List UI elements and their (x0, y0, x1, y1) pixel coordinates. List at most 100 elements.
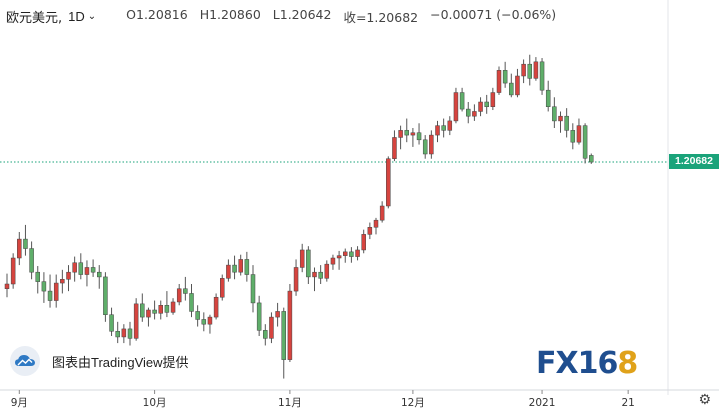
high-value: H1.20860 (199, 6, 261, 22)
current-price-label: 1.20682 (669, 154, 719, 170)
candle-body (35, 271, 40, 282)
candle-body (10, 257, 16, 285)
x-tick-label: 9月 (11, 397, 28, 409)
candle-body (293, 267, 299, 292)
candle-body (404, 130, 409, 136)
candle-body (435, 125, 440, 136)
candle-body (109, 314, 114, 332)
candle-body (459, 92, 465, 110)
candle-body (527, 63, 532, 79)
candle-body (589, 155, 594, 163)
candle-body (158, 305, 163, 314)
candle-body (299, 249, 305, 268)
candle-body (509, 82, 514, 96)
candle-body (263, 330, 268, 339)
candle-body (72, 262, 77, 273)
candle-body (361, 234, 366, 251)
candle-body (515, 75, 520, 96)
candle-body (97, 271, 102, 278)
watermark-text: 图表由TradingView提供 (52, 354, 189, 370)
candle-body (41, 281, 47, 292)
candle-body (521, 63, 526, 77)
low-value: L1.20642 (272, 6, 332, 22)
candle-body (47, 290, 53, 301)
candle-body (502, 70, 508, 84)
brand-accent: 8 (617, 346, 638, 381)
candle-body (343, 251, 348, 256)
candle-body (133, 303, 139, 339)
candle-body (195, 311, 200, 320)
candle-body (496, 70, 502, 93)
candle-body (410, 132, 416, 136)
candle-body (226, 264, 231, 279)
candle-body (183, 288, 188, 294)
x-tick-label: 11月 (278, 397, 302, 409)
timeframe-label[interactable]: 1D (68, 8, 85, 24)
candle-body (564, 115, 569, 131)
candle-body (189, 293, 194, 312)
candle-body (84, 267, 90, 275)
candle-body (306, 249, 311, 278)
change-value: −0.00071 (−0.06%) (430, 6, 557, 22)
candle-body (152, 309, 157, 314)
candle-body (416, 132, 422, 141)
x-tick-label: 2021 (529, 397, 556, 409)
tradingview-cloud-icon (10, 346, 40, 376)
candle-body (146, 309, 151, 318)
candle-body (545, 89, 551, 107)
candle-body (373, 219, 379, 228)
x-tick-label: 10月 (143, 397, 167, 409)
brand-main: FX16 (536, 346, 618, 381)
tradingview-watermark[interactable]: 图表由TradingView提供 (10, 346, 189, 376)
candle-body (201, 319, 207, 325)
candle-body (330, 257, 336, 265)
candle-body (103, 276, 108, 315)
candle-body (4, 283, 10, 289)
gear-icon[interactable]: ⚙ (698, 391, 711, 407)
candle-body (312, 271, 317, 278)
candle-body (367, 227, 373, 235)
candle-body (398, 130, 403, 138)
x-tick-label: 12月 (401, 397, 425, 409)
candle-body (484, 101, 489, 107)
chart-legend: 欧元美元, 1D ⌄ O1.20816 H1.20860 L1.20642 收=… (6, 6, 556, 26)
candle-body (275, 311, 280, 318)
candle-body (232, 264, 237, 273)
candle-body (392, 137, 397, 159)
candle-body (324, 263, 330, 279)
candle-body (244, 259, 250, 275)
candle-body (121, 328, 127, 338)
candle-body (490, 92, 496, 107)
candle-body (533, 61, 539, 79)
candle-body (250, 274, 256, 304)
candle-body (453, 92, 459, 122)
close-value: 收=1.20682 (343, 9, 419, 25)
candle-body (53, 282, 59, 301)
candle-body (441, 125, 446, 131)
candle-body (466, 108, 471, 117)
candle-body (447, 120, 453, 131)
ohlc-values: O1.20816 H1.20860 L1.20642 收=1.20682 −0.… (126, 7, 556, 26)
symbol-name[interactable]: 欧元美元, (6, 10, 63, 26)
candle-body (539, 61, 545, 91)
candle-body (379, 205, 385, 221)
candle-body (115, 331, 120, 338)
candle-body (29, 248, 34, 273)
candle-body (386, 158, 391, 207)
fx168-logo: FX168 (536, 346, 638, 381)
candle-body (90, 267, 96, 273)
candle-body (220, 278, 225, 298)
candle-body (269, 316, 274, 339)
candle-body (478, 101, 483, 112)
candle-body (582, 125, 588, 159)
candle-body (17, 238, 22, 259)
candle-body (238, 259, 243, 273)
candle-body (336, 255, 342, 259)
candle-body (429, 134, 434, 155)
candle-body (558, 115, 563, 122)
candle-body (355, 249, 360, 257)
chevron-down-icon[interactable]: ⌄ (87, 10, 97, 22)
candle-body (23, 238, 28, 249)
